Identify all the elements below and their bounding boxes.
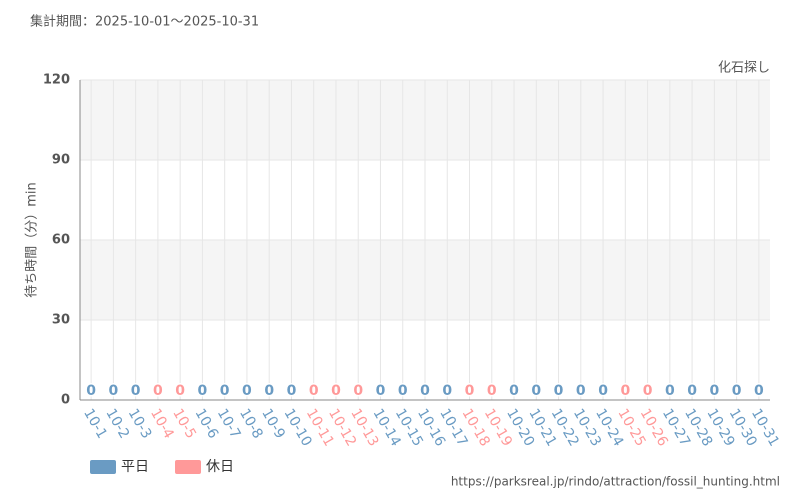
value-label: 0 bbox=[198, 383, 208, 399]
legend-swatch bbox=[175, 460, 201, 474]
y-tick-label: 60 bbox=[52, 233, 70, 248]
value-label: 0 bbox=[576, 383, 586, 399]
value-label: 0 bbox=[732, 383, 742, 399]
y-tick-label: 90 bbox=[52, 153, 70, 168]
value-label: 0 bbox=[420, 383, 430, 399]
legend-label: 休日 bbox=[206, 459, 234, 475]
chart-title: 集計期間：2025-10-01～2025-10-31 bbox=[30, 14, 259, 30]
value-label: 0 bbox=[309, 383, 319, 399]
y-axis-label: 待ち時間（分）min bbox=[25, 182, 40, 298]
value-label: 0 bbox=[331, 383, 341, 399]
value-label: 0 bbox=[264, 383, 274, 399]
value-label: 0 bbox=[109, 383, 119, 399]
value-label: 0 bbox=[643, 383, 653, 399]
value-label: 0 bbox=[86, 383, 96, 399]
value-label: 0 bbox=[175, 383, 185, 399]
value-label: 0 bbox=[353, 383, 363, 399]
value-label: 0 bbox=[220, 383, 230, 399]
source: https://parksreal.jp/rindo/attraction/fo… bbox=[451, 475, 780, 489]
y-tick-label: 120 bbox=[43, 73, 70, 88]
value-label: 0 bbox=[709, 383, 719, 399]
value-label: 0 bbox=[398, 383, 408, 399]
value-label: 0 bbox=[620, 383, 630, 399]
value-label: 0 bbox=[554, 383, 564, 399]
value-label: 0 bbox=[376, 383, 386, 399]
value-label: 0 bbox=[131, 383, 141, 399]
chart-subtitle: 化石探し bbox=[718, 61, 770, 76]
value-label: 0 bbox=[153, 383, 163, 399]
value-label: 0 bbox=[687, 383, 697, 399]
value-label: 0 bbox=[531, 383, 541, 399]
value-label: 0 bbox=[754, 383, 764, 399]
value-label: 0 bbox=[465, 383, 475, 399]
y-tick-label: 30 bbox=[52, 313, 70, 328]
y-tick-label: 0 bbox=[61, 393, 70, 408]
legend-label: 平日 bbox=[121, 459, 149, 475]
value-label: 0 bbox=[442, 383, 452, 399]
value-label: 0 bbox=[242, 383, 252, 399]
value-label: 0 bbox=[287, 383, 297, 399]
value-label: 0 bbox=[509, 383, 519, 399]
value-label: 0 bbox=[598, 383, 608, 399]
legend-swatch bbox=[90, 460, 116, 474]
value-label: 0 bbox=[487, 383, 497, 399]
value-label: 0 bbox=[665, 383, 675, 399]
